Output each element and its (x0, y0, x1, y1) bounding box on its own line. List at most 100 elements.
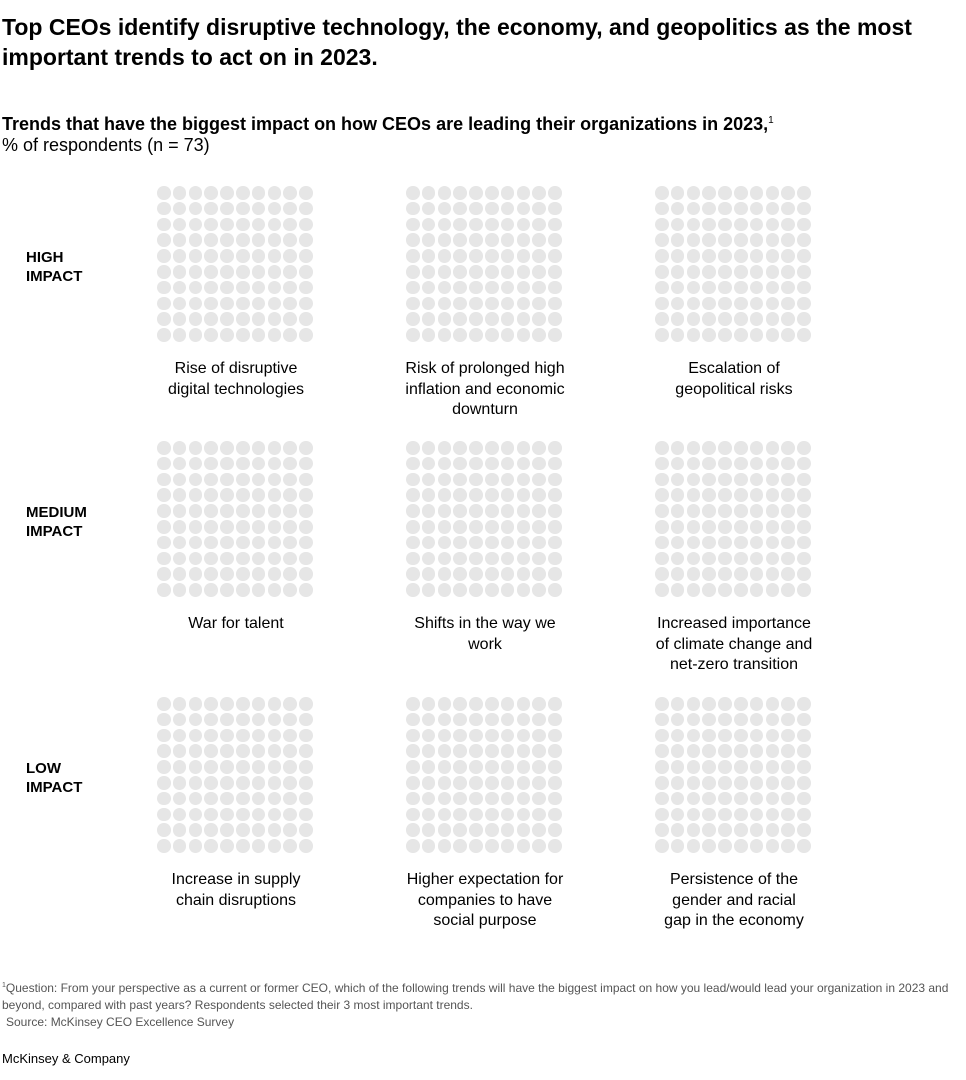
waffle-dot (749, 488, 764, 502)
waffle-dot (765, 807, 780, 822)
waffle-dot (453, 488, 467, 502)
waffle-dot (283, 504, 297, 518)
waffle-dot (406, 504, 420, 518)
waffle-dot (485, 504, 499, 518)
waffle-dot (204, 807, 218, 822)
waffle-dot (283, 296, 297, 311)
waffle-dot (749, 567, 764, 581)
waffle-dot (188, 296, 203, 311)
waffle-dot (220, 760, 234, 774)
waffle-dot (220, 697, 234, 711)
waffle-dot (516, 249, 531, 263)
waffle-dot (670, 312, 685, 326)
waffle-dot (781, 488, 795, 502)
waffle-dot (406, 472, 420, 487)
waffle-dot (670, 328, 685, 342)
waffle-dot (485, 760, 499, 774)
waffle-dot (157, 697, 171, 711)
waffle-dot (453, 504, 467, 518)
waffle-dot (781, 760, 795, 774)
waffle-dot (437, 535, 452, 550)
waffle-dot (157, 823, 171, 837)
waffle-dot (532, 583, 546, 597)
waffle-dot (702, 567, 716, 581)
waffle-dot (532, 776, 546, 790)
waffle-dot (702, 551, 716, 566)
waffle-dot (702, 807, 716, 822)
waffle-dot (734, 265, 748, 279)
waffle-dot (188, 312, 203, 326)
waffle-dot (686, 441, 701, 455)
waffle-dot (204, 776, 218, 790)
waffle-dot (765, 583, 780, 597)
waffle-dot (299, 328, 313, 342)
panel-label: Risk of prolonged high inflation and eco… (405, 360, 565, 418)
waffle-dot (749, 472, 764, 487)
waffle-dot (516, 697, 531, 711)
waffle-dot (686, 697, 701, 711)
waffle-dot (734, 776, 748, 790)
waffle-dot (718, 312, 732, 326)
waffle-dot (765, 217, 780, 232)
waffle-dot (188, 744, 203, 758)
waffle-dot (797, 791, 811, 806)
waffle-dot (655, 728, 669, 743)
waffle-dot (421, 567, 436, 581)
waffle-dot (267, 249, 282, 263)
waffle-dot (157, 488, 171, 502)
waffle-dot (765, 186, 780, 200)
waffle-grid (157, 441, 317, 601)
waffle-grid (655, 697, 815, 857)
waffle-dot (749, 280, 764, 295)
row-label: MEDIUM IMPACT (26, 503, 87, 541)
waffle-dot (172, 583, 187, 597)
waffle-dot (485, 217, 499, 232)
waffle-dot (204, 791, 218, 806)
waffle-dot (532, 249, 546, 263)
waffle-dot (797, 504, 811, 518)
waffle-dot (734, 807, 748, 822)
waffle-dot (485, 488, 499, 502)
waffle-dot (421, 280, 436, 295)
waffle-dot (548, 791, 562, 806)
waffle-dot (188, 760, 203, 774)
waffle-dot (469, 776, 483, 790)
waffle-dot (516, 744, 531, 758)
waffle-dot (437, 760, 452, 774)
waffle-dot (702, 823, 716, 837)
panel-label: Rise of disruptive digital technologies (167, 360, 305, 398)
waffle-dot (702, 456, 716, 471)
waffle-dot (500, 567, 515, 581)
waffle-dot (220, 567, 234, 581)
waffle-dot (267, 217, 282, 232)
waffle-dot (469, 567, 483, 581)
waffle-dot (453, 839, 467, 853)
waffle-dot (251, 744, 266, 758)
waffle-dot (548, 712, 562, 727)
waffle-dot (283, 839, 297, 853)
waffle-dot (702, 583, 716, 597)
waffle-dot (797, 328, 811, 342)
waffle-dot (188, 217, 203, 232)
waffle-dot (485, 551, 499, 566)
waffle-dot (734, 504, 748, 518)
waffle-dot (532, 233, 546, 247)
waffle-dot (686, 535, 701, 550)
waffle-dot (702, 520, 716, 534)
waffle-dot (437, 312, 452, 326)
waffle-dot (686, 551, 701, 566)
waffle-dot (718, 186, 732, 200)
waffle-dot (516, 265, 531, 279)
waffle-dot (749, 441, 764, 455)
waffle-dot (220, 823, 234, 837)
waffle-dot (485, 807, 499, 822)
waffle-dot (516, 807, 531, 822)
waffle-dot (204, 551, 218, 566)
waffle-dot (204, 249, 218, 263)
waffle-dot (485, 839, 499, 853)
waffle-dot (686, 249, 701, 263)
waffle-dot (220, 280, 234, 295)
waffle-dot (437, 839, 452, 853)
footnote-marker: 1 (768, 115, 774, 126)
waffle-dot (236, 441, 250, 455)
